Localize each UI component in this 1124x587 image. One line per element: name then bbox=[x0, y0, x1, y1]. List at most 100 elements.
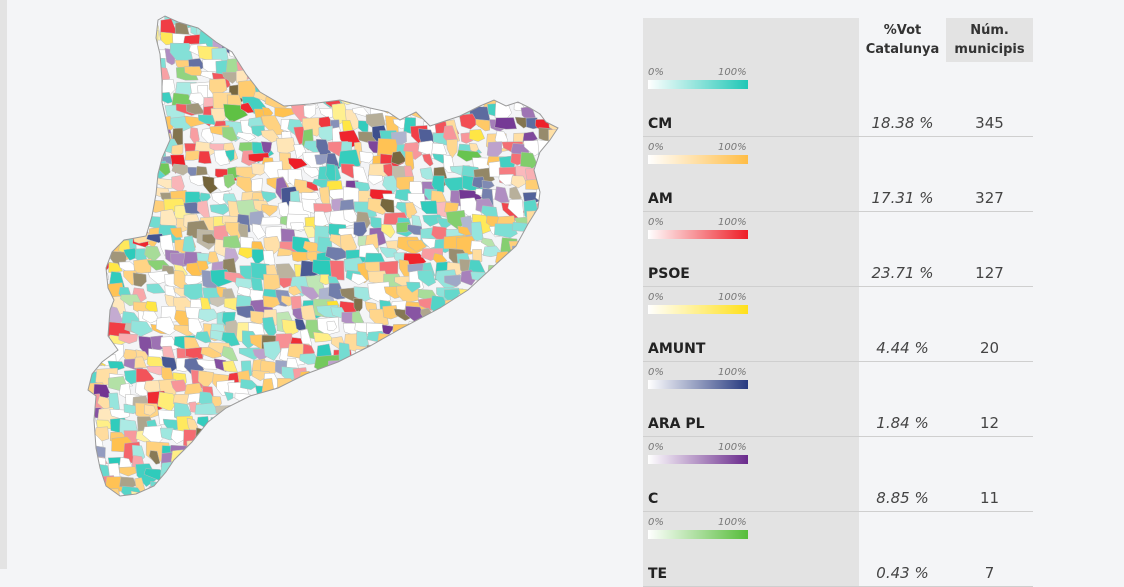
municipality-area[interactable] bbox=[538, 378, 555, 400]
municipality-area[interactable] bbox=[72, 451, 87, 467]
municipality-area[interactable] bbox=[476, 11, 486, 33]
municipality-area[interactable] bbox=[333, 481, 353, 499]
municipality-area[interactable] bbox=[210, 10, 235, 25]
municipality-area[interactable] bbox=[355, 440, 376, 461]
municipality-area[interactable] bbox=[535, 424, 548, 438]
municipality-area[interactable] bbox=[410, 390, 432, 401]
municipality-area[interactable] bbox=[314, 354, 340, 377]
municipality-area[interactable] bbox=[239, 418, 263, 437]
municipality-area[interactable] bbox=[210, 502, 227, 510]
municipality-area[interactable] bbox=[431, 474, 454, 494]
municipality-area[interactable] bbox=[304, 451, 320, 466]
municipality-area[interactable] bbox=[118, 166, 135, 181]
municipality-area[interactable] bbox=[499, 358, 519, 378]
municipality-area[interactable] bbox=[112, 210, 132, 223]
municipality-area[interactable] bbox=[222, 490, 237, 503]
municipality-area[interactable] bbox=[552, 342, 571, 358]
municipality-area[interactable] bbox=[481, 296, 497, 313]
municipality-area[interactable] bbox=[118, 210, 145, 231]
municipality-area[interactable] bbox=[90, 95, 112, 114]
municipality-area[interactable] bbox=[133, 11, 158, 28]
municipality-area[interactable] bbox=[265, 476, 283, 488]
municipality-area[interactable] bbox=[72, 145, 84, 163]
municipality-area[interactable] bbox=[469, 24, 493, 40]
municipality-area[interactable] bbox=[260, 190, 277, 203]
municipality-area[interactable] bbox=[367, 53, 379, 71]
municipality-area[interactable] bbox=[119, 466, 137, 477]
municipality-area[interactable] bbox=[130, 320, 153, 337]
municipality-area[interactable] bbox=[468, 34, 484, 46]
municipality-area[interactable] bbox=[132, 272, 147, 287]
municipality-area[interactable] bbox=[484, 34, 506, 55]
municipality-area[interactable] bbox=[356, 505, 370, 510]
municipality-area[interactable] bbox=[268, 467, 289, 489]
municipality-area[interactable] bbox=[389, 20, 409, 38]
municipality-area[interactable] bbox=[120, 10, 139, 24]
municipality-area[interactable] bbox=[353, 298, 363, 315]
municipality-area[interactable] bbox=[251, 396, 276, 410]
municipality-area[interactable] bbox=[221, 345, 239, 362]
municipality-area[interactable] bbox=[221, 126, 238, 142]
municipality-area[interactable] bbox=[366, 70, 393, 85]
municipality-area[interactable] bbox=[106, 32, 121, 50]
municipality-area[interactable] bbox=[459, 66, 481, 88]
municipality-area[interactable] bbox=[547, 311, 559, 335]
municipality-area[interactable] bbox=[547, 444, 562, 462]
municipality-area[interactable] bbox=[510, 368, 529, 380]
municipality-area[interactable] bbox=[107, 70, 133, 89]
municipality-area[interactable] bbox=[538, 340, 554, 356]
municipality-area[interactable] bbox=[352, 30, 378, 54]
municipality-area[interactable] bbox=[537, 41, 550, 62]
municipality-area[interactable] bbox=[423, 384, 442, 403]
municipality-area[interactable] bbox=[487, 264, 511, 284]
municipality-area[interactable] bbox=[447, 72, 465, 92]
municipality-area[interactable] bbox=[355, 360, 373, 378]
municipality-area[interactable] bbox=[433, 369, 452, 388]
municipality-area[interactable] bbox=[549, 198, 564, 212]
party-row[interactable]: 0% 100% AMUNT 4.44 % 20 bbox=[643, 286, 1033, 362]
municipality-area[interactable] bbox=[303, 104, 317, 119]
municipality-area[interactable] bbox=[509, 67, 533, 83]
municipality-area[interactable] bbox=[326, 464, 352, 490]
municipality-area[interactable] bbox=[498, 392, 513, 403]
municipality-area[interactable] bbox=[494, 223, 518, 239]
municipality-area[interactable] bbox=[391, 346, 412, 368]
municipality-area[interactable] bbox=[83, 480, 102, 501]
municipality-area[interactable] bbox=[495, 312, 508, 330]
municipality-area[interactable] bbox=[196, 359, 218, 370]
municipality-area[interactable] bbox=[456, 346, 475, 371]
municipality-area[interactable] bbox=[483, 408, 494, 432]
municipality-area[interactable] bbox=[448, 310, 463, 324]
municipality-area[interactable] bbox=[537, 139, 557, 158]
municipality-area[interactable] bbox=[109, 180, 131, 197]
municipality-area[interactable] bbox=[262, 295, 281, 308]
municipality-area[interactable] bbox=[472, 505, 492, 510]
municipality-area[interactable] bbox=[524, 310, 545, 327]
municipality-area[interactable] bbox=[223, 174, 236, 189]
municipality-area[interactable] bbox=[501, 23, 517, 36]
municipality-area[interactable] bbox=[382, 175, 400, 196]
municipality-area[interactable] bbox=[536, 202, 558, 216]
municipality-area[interactable] bbox=[456, 60, 473, 80]
municipality-area[interactable] bbox=[98, 142, 122, 162]
municipality-area[interactable] bbox=[84, 346, 106, 363]
municipality-area[interactable] bbox=[562, 225, 579, 248]
municipality-area[interactable] bbox=[145, 499, 162, 511]
municipality-area[interactable] bbox=[506, 23, 525, 35]
municipality-area[interactable] bbox=[185, 347, 204, 360]
municipality-area[interactable] bbox=[136, 157, 159, 172]
municipality-area[interactable] bbox=[275, 46, 290, 65]
municipality-area[interactable] bbox=[235, 489, 247, 508]
municipality-area[interactable] bbox=[313, 331, 335, 343]
municipality-area[interactable] bbox=[290, 416, 312, 439]
municipality-area[interactable] bbox=[341, 33, 355, 49]
municipality-area[interactable] bbox=[526, 336, 547, 349]
municipality-area[interactable] bbox=[328, 10, 344, 25]
municipality-area[interactable] bbox=[534, 251, 544, 265]
municipality-area[interactable] bbox=[410, 10, 434, 31]
municipality-area[interactable] bbox=[462, 441, 482, 459]
municipality-area[interactable] bbox=[157, 487, 172, 499]
municipality-area[interactable] bbox=[120, 95, 134, 118]
municipality-area[interactable] bbox=[134, 42, 152, 59]
municipality-area[interactable] bbox=[105, 10, 124, 26]
